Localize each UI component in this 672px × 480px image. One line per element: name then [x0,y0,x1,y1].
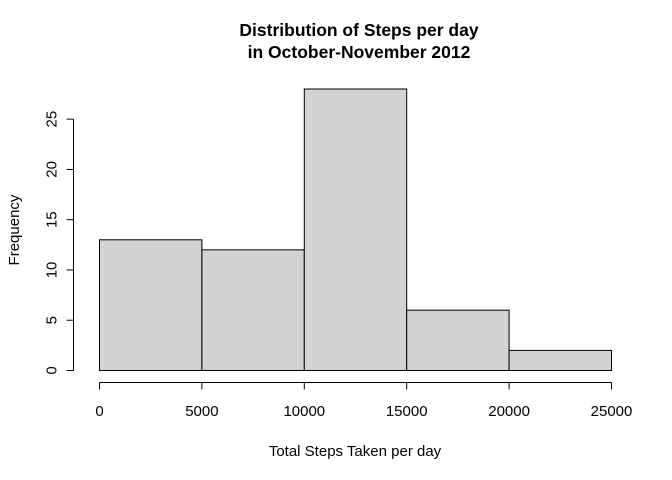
x-tick-label: 0 [95,403,103,420]
y-tick-label: 5 [44,316,61,324]
x-tick-label: 5000 [185,403,218,420]
y-tick-label: 0 [44,366,61,374]
chart-title-line-2: in October-November 2012 [248,42,471,62]
y-tick-label: 25 [44,111,61,128]
histogram-bar [406,309,510,371]
chart-title-line-1: Distribution of Steps per day [239,20,478,40]
y-tick-label: 15 [44,211,61,228]
x-axis-label: Total Steps Taken per day [269,443,442,460]
x-axis: 0 5000 10000 15000 20000 25000 [95,382,633,420]
x-tick-label: 15000 [386,403,428,420]
y-tick-label: 10 [44,262,61,279]
bars-group [99,88,613,372]
x-tick-label: 25000 [591,403,633,420]
y-axis: 0 5 10 15 20 25 [44,111,74,375]
x-tick-label: 10000 [283,403,325,420]
histogram-bar [303,88,408,371]
histogram-bar [99,239,203,371]
y-tick-label: 20 [44,161,61,178]
x-tick-label: 20000 [488,403,530,420]
histogram-bar [508,349,613,371]
histogram-bar [201,249,305,372]
y-axis-label: Frequency [6,194,23,265]
